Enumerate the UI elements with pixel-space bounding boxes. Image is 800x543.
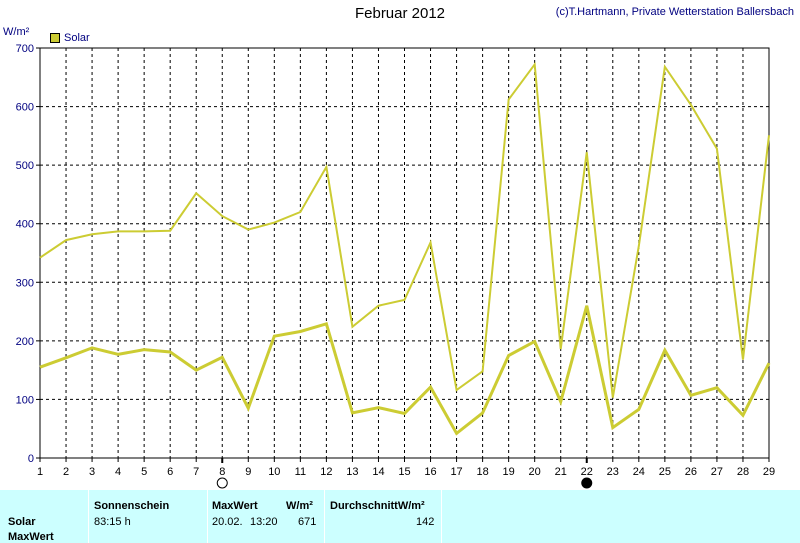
row-label-maxwert: MaxWert [8,531,54,543]
x-tick-label: 16 [424,466,436,478]
x-tick-label: 17 [450,466,462,478]
x-tick-label: 10 [268,466,280,478]
y-tick-label: 100 [16,394,34,406]
header-max-unit: W/m² [286,500,313,512]
legend-label: Solar [64,32,90,44]
x-tick-label: 27 [711,466,723,478]
stats-divider [88,490,89,543]
y-tick-label: 400 [16,219,34,231]
x-tick-labels: 1 2 3 4 5 6 7 8 9 10 11 12 13 14 15 16 17 18 19 20 21 22 23 24 2… [37,458,775,478]
header-average: DurchschnittW/m² [330,500,425,512]
stats-divider [441,490,442,543]
y-tick-label: 500 [16,160,34,172]
solar-average-value: 142 [416,516,435,528]
y-tick-labels: 0 100 200 300 400 500 600 700 [16,43,40,465]
x-tick-label: 2 [63,466,69,478]
y-axis-unit: W/m² [3,26,30,38]
x-tick-label: 21 [555,466,567,478]
x-tick-label: 5 [141,466,147,478]
stats-divider [324,490,325,543]
stats-divider [207,490,208,543]
new-moon-icon [581,477,593,489]
grid-lines [40,48,769,458]
x-tick-label: 24 [633,466,645,478]
solar-max-value: 671 [298,516,317,528]
y-tick-label: 200 [16,336,34,348]
x-tick-label: 4 [115,466,121,478]
header-sunshine: Sonnenschein [94,500,170,512]
legend-swatch [50,33,60,43]
y-tick-label: 300 [16,277,34,289]
y-tick-label: 0 [28,453,34,465]
x-tick-label: 11 [295,466,306,478]
solar-max-time: 13:20 [250,516,278,528]
x-tick-label: 15 [398,466,410,478]
x-tick-label: 19 [503,466,515,478]
x-tick-label: 8 [219,466,225,478]
x-tick-label: 18 [476,466,488,478]
x-tick-label: 29 [763,466,775,478]
x-tick-label: 25 [659,466,671,478]
x-tick-label: 28 [737,466,749,478]
x-tick-label: 26 [685,466,697,478]
x-tick-label: 7 [193,466,199,478]
copyright-text: (c)T.Hartmann, Private Wetterstation Bal… [555,6,794,18]
x-tick-label: 1 [37,466,43,478]
x-tick-label: 23 [607,466,619,478]
x-tick-label: 13 [346,466,358,478]
stats-table: Sonnenschein MaxWert W/m² DurchschnittW/… [0,490,800,543]
row-label-solar: Solar [8,516,36,528]
x-tick-label: 9 [245,466,251,478]
series-lines [39,61,771,436]
x-tick-label: 14 [372,466,384,478]
x-tick-label: 6 [167,466,173,478]
legend: Solar [50,32,90,44]
chart-title: Februar 2012 [354,5,446,22]
full-moon-icon [216,477,228,489]
solar-max-date: 20.02. [212,516,243,528]
header-maxwert: MaxWert [212,500,258,512]
y-tick-label: 700 [16,43,34,55]
moon-markers [216,458,593,489]
y-tick-label: 600 [16,102,34,114]
x-tick-label: 20 [529,466,541,478]
solar-sunshine-value: 83:15 h [94,516,131,528]
x-tick-label: 3 [89,466,95,478]
x-tick-label: 12 [320,466,332,478]
x-tick-label: 22 [581,466,593,478]
